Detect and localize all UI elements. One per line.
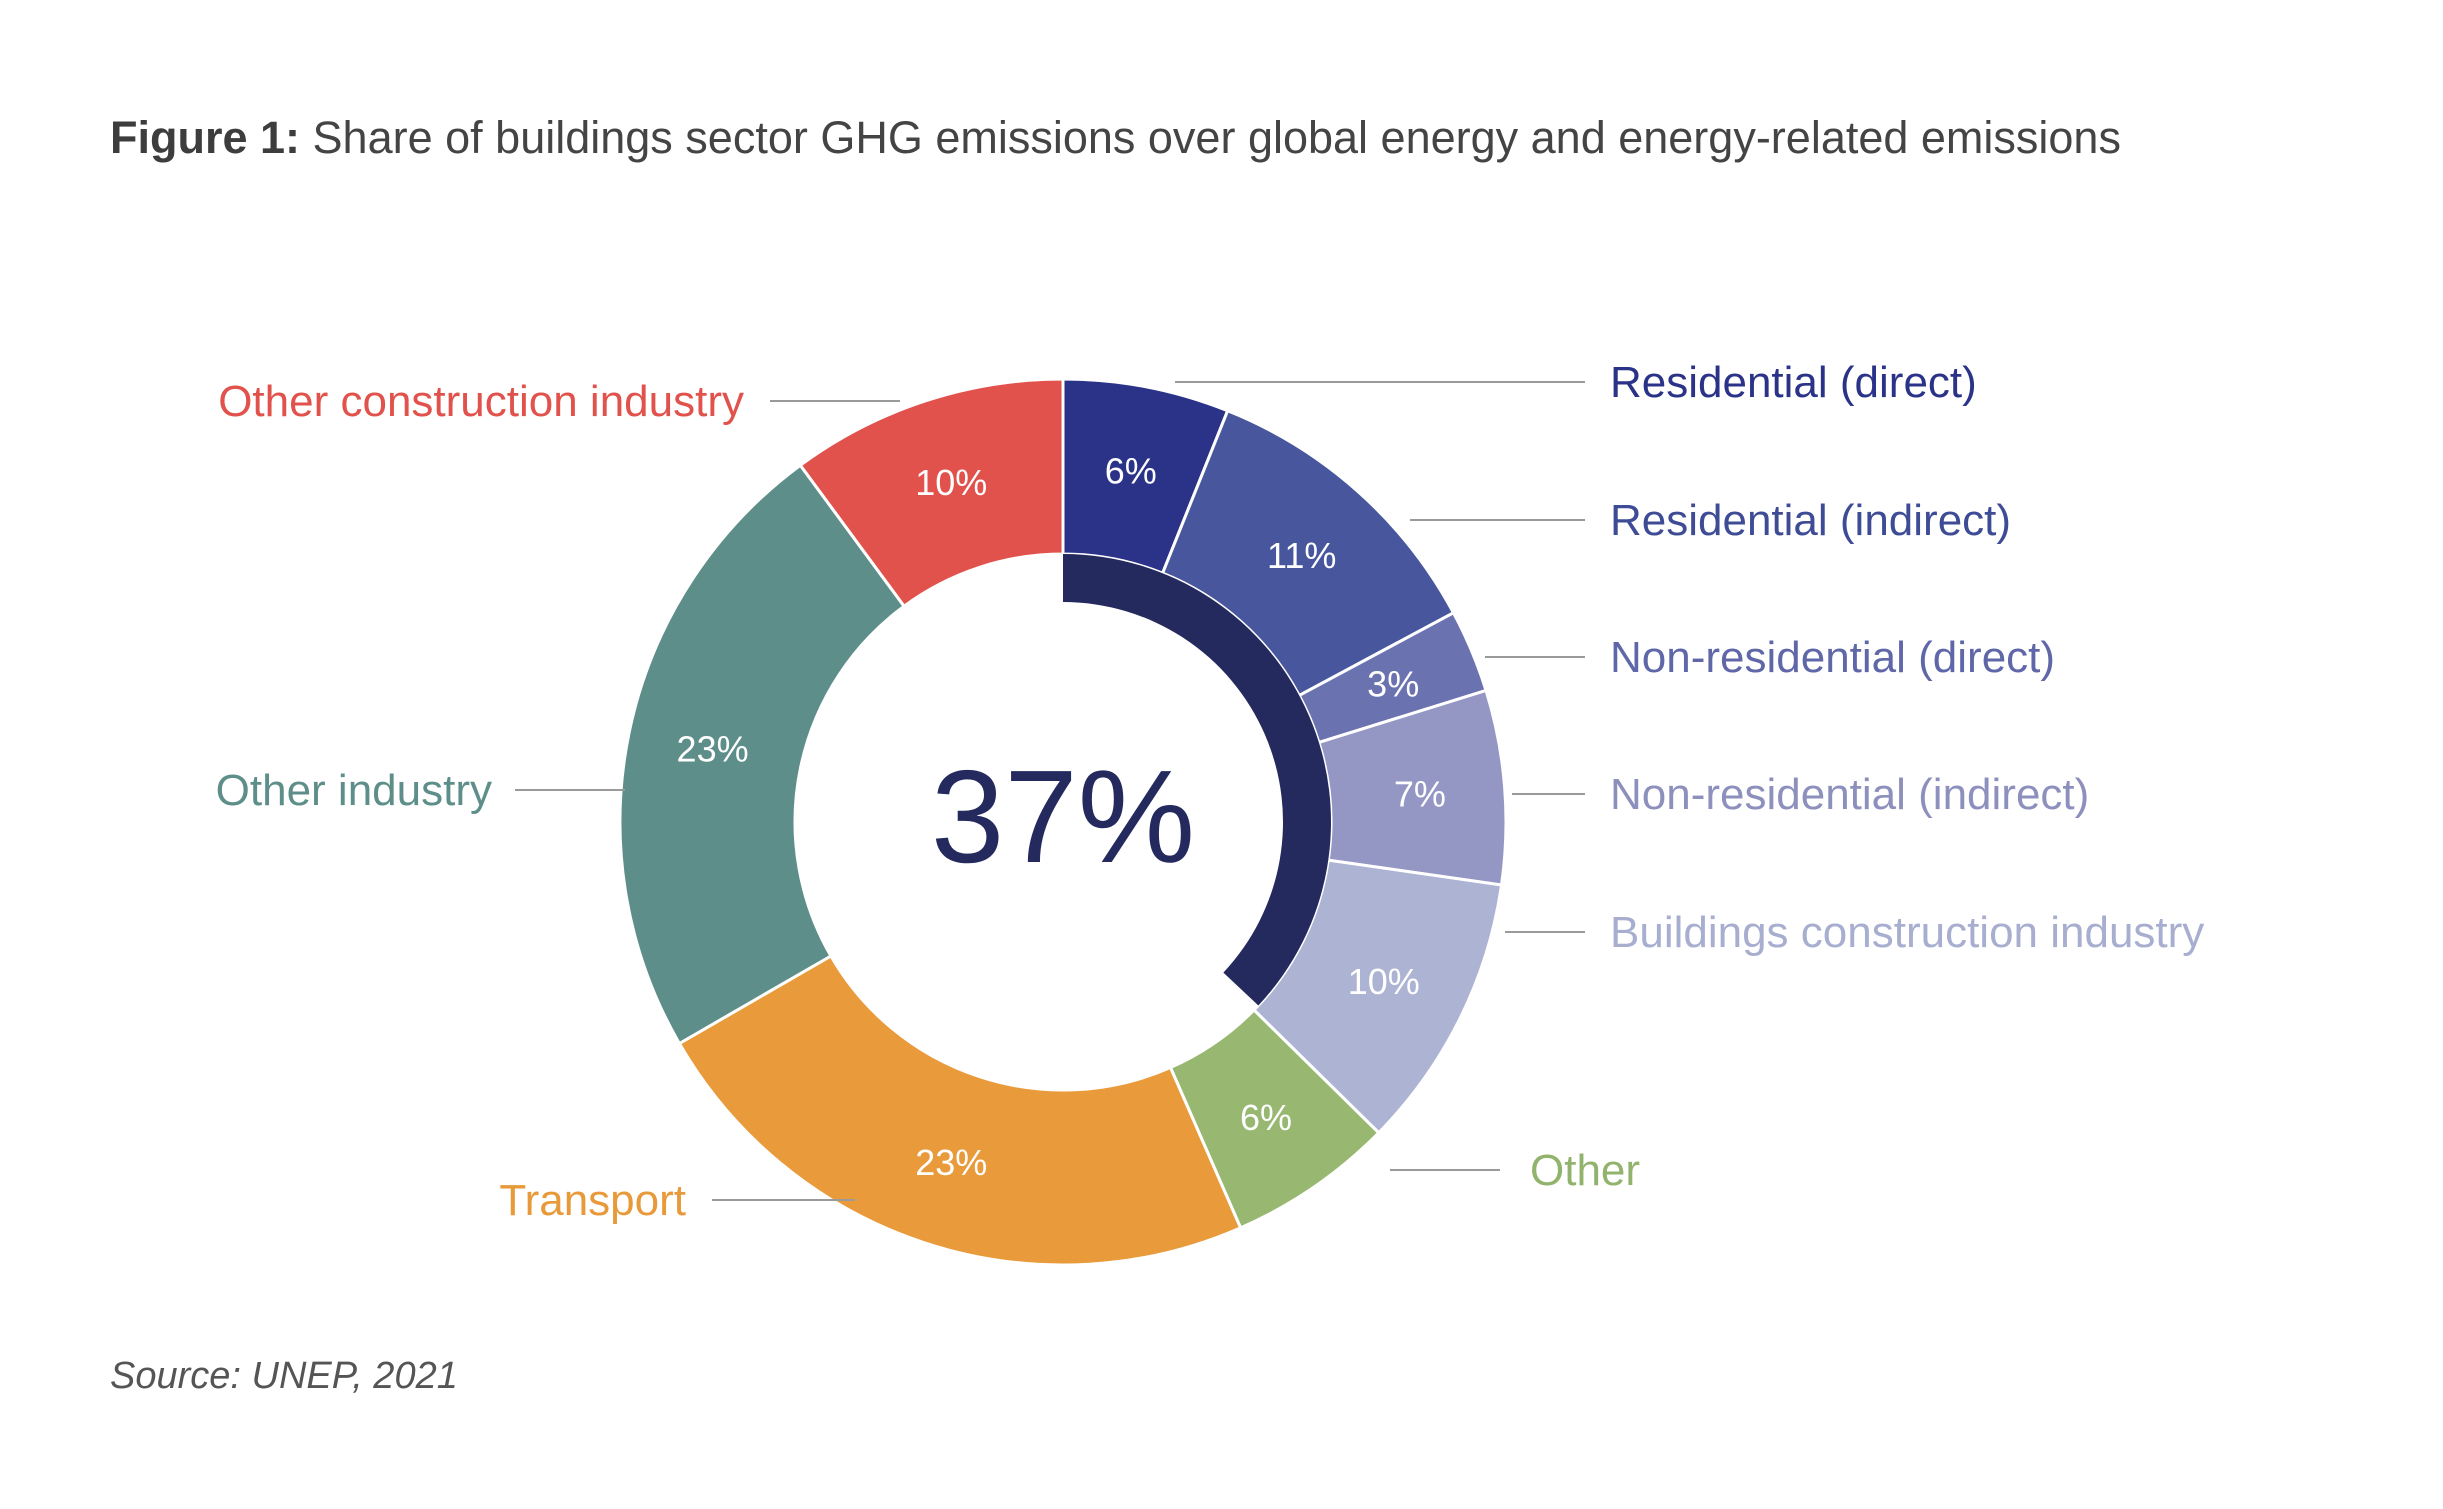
legend-label-transport: Transport [499,1176,686,1225]
source-note: Source: UNEP, 2021 [110,1355,458,1397]
legend-label-other-construction-industry: Other construction industry [218,377,744,426]
legend-label-non-residential-indirect: Non-residential (indirect) [1610,770,2089,819]
legend-label-other: Other [1530,1146,1640,1195]
slice-value-label-residential-direct: 6% [1105,450,1157,491]
slice-value-label-other: 6% [1240,1097,1292,1138]
slice-value-label-other-industry: 23% [677,729,749,770]
slice-label-layer: 6% 11% 3% 7% 10% 6% 23% 23% 10% [677,450,1446,1183]
leader-layer [515,381,1585,1201]
slice-value-label-non-residential-indirect: 7% [1394,774,1446,815]
legend-label-buildings-construction-industry: Buildings construction industry [1610,908,2204,957]
slice-other-industry [618,463,907,1046]
inner-arc-layer [1063,554,1331,1006]
legend-label-residential-indirect: Residential (indirect) [1610,496,2011,545]
slice-value-label-residential-indirect: 11% [1267,535,1336,576]
slice-other-construction-industry [798,377,1065,609]
slice-value-label-other-construction-industry: 10% [915,462,987,503]
legend-label-residential-direct: Residential (direct) [1610,358,1977,407]
buildings-share-arc [1063,554,1331,1006]
slice-transport [677,953,1243,1267]
figure-title-text: Share of buildings sector GHG emissions … [312,112,2121,163]
center-value-label: 37% [931,743,1195,890]
legend-label-other-industry: Other industry [216,766,492,815]
slice-value-label-buildings-construction-industry: 10% [1348,961,1420,1002]
slices-layer [618,377,1508,1267]
legend-label-non-residential-direct: Non-residential (direct) [1610,633,2055,682]
slice-value-label-transport: 23% [915,1142,987,1183]
legend-layer: Residential (direct) Residential (indirec… [216,358,2205,1225]
figure-label: Figure 1: [110,112,301,163]
figure-title: Figure 1: Share of buildings sector GHG … [110,112,2121,164]
slice-value-label-non-residential-direct: 3% [1367,664,1419,705]
